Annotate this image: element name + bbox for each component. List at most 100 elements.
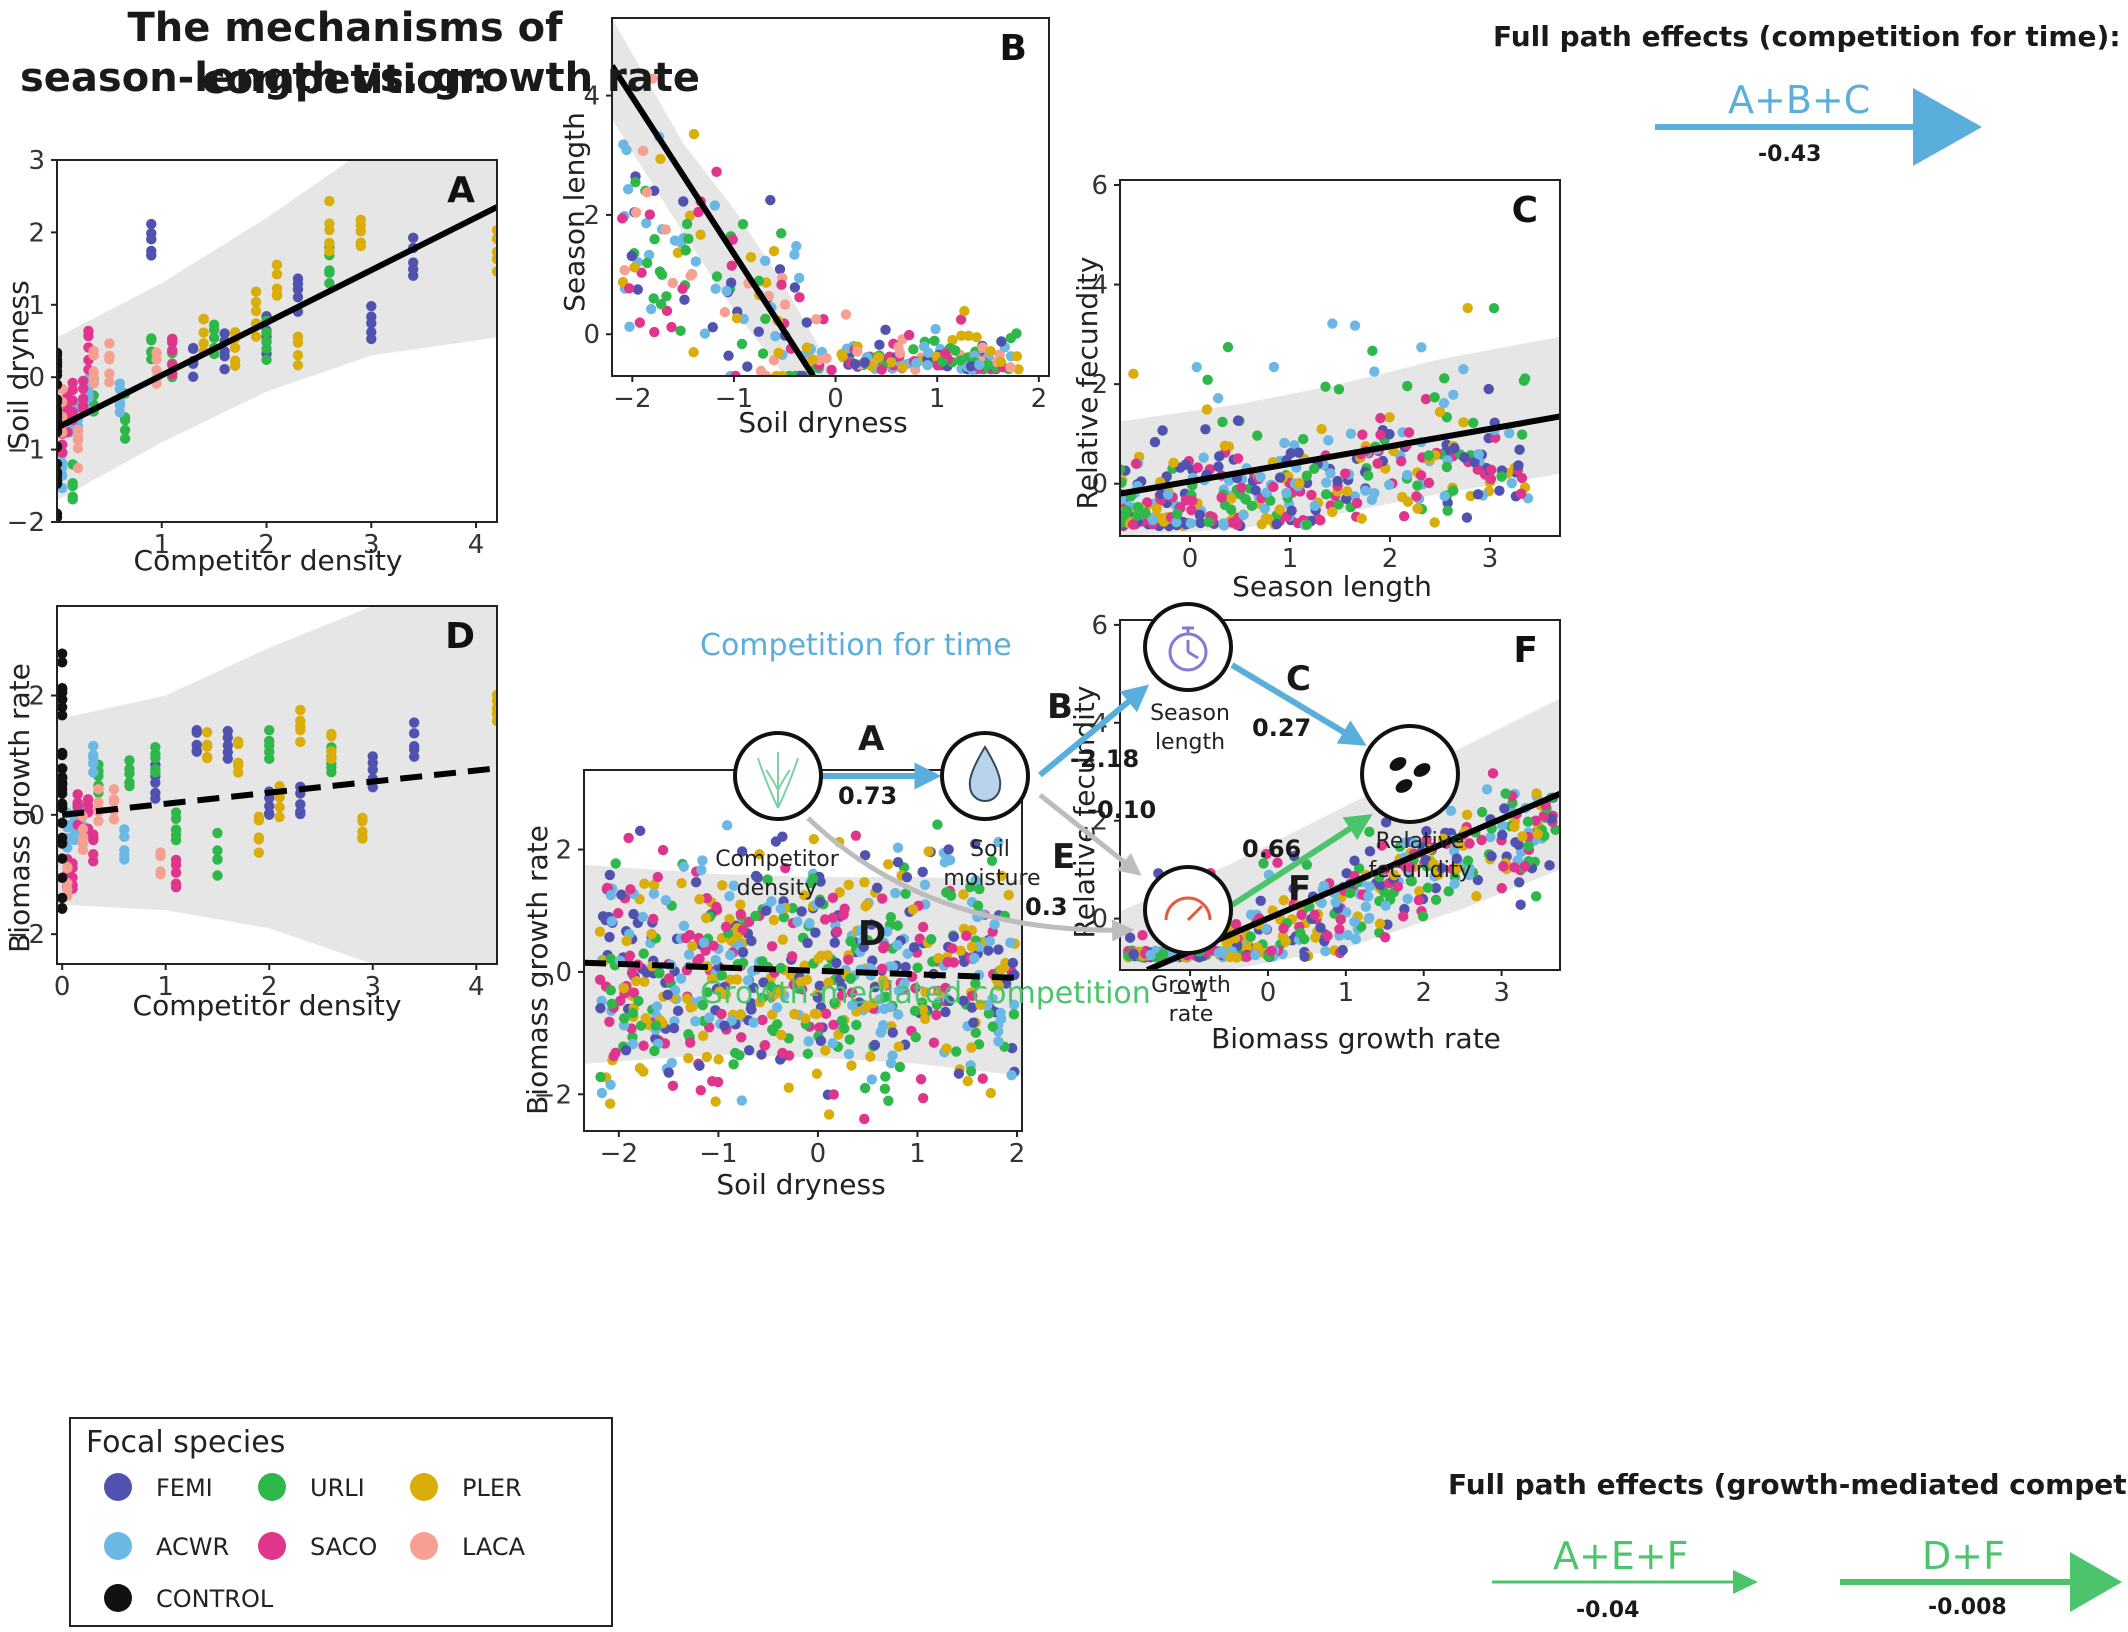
data-point	[1232, 415, 1244, 426]
data-point	[1147, 514, 1159, 526]
data-point	[675, 325, 686, 337]
data-point	[150, 741, 161, 753]
y-axis-label: Biomass growth rate	[3, 663, 36, 953]
data-point	[876, 364, 887, 375]
data-point	[701, 1051, 713, 1063]
data-point	[887, 1027, 898, 1038]
data-point	[1462, 302, 1473, 314]
data-point	[814, 980, 825, 992]
data-point	[295, 736, 306, 748]
time-full-path-value: -0.43	[1758, 142, 1822, 167]
data-point	[645, 303, 657, 315]
x-tick-label: 2	[261, 972, 278, 1002]
data-point	[667, 1080, 679, 1091]
data-point	[1516, 429, 1528, 440]
data-point	[1438, 398, 1450, 409]
data-point	[827, 1038, 838, 1049]
data-point	[1517, 831, 1528, 842]
data-point	[626, 967, 638, 978]
data-point	[72, 789, 83, 800]
x-tick-label: 1	[157, 972, 174, 1002]
data-point	[1186, 504, 1197, 516]
y-tick-label: 4	[1091, 271, 1108, 301]
data-point	[757, 1014, 768, 1026]
time-path-arrowhead	[1913, 88, 1982, 166]
data-point	[1168, 457, 1179, 468]
data-point	[1445, 805, 1457, 817]
data-point	[690, 876, 702, 888]
growth-path-arrowhead-2	[2070, 1552, 2122, 1612]
data-point	[1255, 895, 1266, 906]
data-point	[1423, 450, 1434, 461]
data-point	[250, 286, 262, 297]
data-point	[851, 1019, 862, 1031]
data-point	[910, 1032, 921, 1043]
data-point	[945, 890, 957, 901]
data-point	[1500, 788, 1511, 799]
data-point	[638, 1040, 649, 1051]
data-point	[866, 1074, 878, 1085]
data-point	[67, 491, 78, 502]
data-point	[649, 233, 660, 245]
data-point	[859, 1113, 870, 1125]
data-point	[756, 1049, 767, 1060]
data-point	[810, 927, 821, 938]
data-point	[713, 1054, 724, 1065]
data-point	[1003, 889, 1014, 901]
time-full-path-label: A+B+C	[1728, 78, 1871, 122]
data-point	[641, 187, 653, 198]
data-point	[644, 209, 656, 220]
x-tick-label: 2	[258, 530, 275, 560]
data-point	[883, 1095, 894, 1106]
data-point	[959, 305, 970, 317]
data-point	[1325, 467, 1336, 479]
data-point	[366, 300, 377, 312]
data-point	[726, 260, 737, 271]
data-point	[836, 981, 847, 993]
data-point	[108, 784, 120, 795]
data-point	[1171, 508, 1183, 520]
data-point	[823, 1109, 835, 1120]
data-point	[940, 1006, 951, 1018]
data-point	[491, 266, 497, 277]
data-point	[253, 847, 265, 858]
y-tick-label: 0	[555, 958, 572, 988]
data-point	[668, 1023, 680, 1034]
data-point	[930, 323, 941, 335]
data-point	[652, 871, 663, 883]
data-point	[869, 1039, 881, 1051]
data-point	[624, 321, 635, 332]
y-tick-label: 2	[28, 218, 45, 248]
data-point	[57, 512, 63, 522]
data-point	[191, 727, 202, 738]
data-point	[1458, 417, 1469, 428]
data-point	[768, 245, 780, 257]
path-diagram: Competition for time Growth-mediated com…	[700, 602, 1472, 1027]
data-point	[737, 947, 749, 958]
node-label-season-2: length	[1155, 730, 1225, 755]
data-point	[993, 836, 1004, 848]
data-point	[818, 313, 829, 325]
data-point	[693, 206, 704, 218]
data-point	[879, 940, 890, 952]
x-tick-label: 0	[810, 1139, 827, 1169]
node-label-growth-2: rate	[1169, 1002, 1214, 1027]
data-point	[844, 1034, 855, 1045]
y-tick-label: 0	[28, 801, 45, 831]
data-point	[880, 1071, 891, 1082]
data-point	[1120, 464, 1126, 475]
data-point	[1279, 437, 1290, 449]
data-point	[707, 321, 718, 333]
data-point	[355, 214, 367, 225]
x-tick-label: −1	[699, 1139, 737, 1169]
data-point	[760, 905, 772, 916]
data-point	[1332, 475, 1343, 487]
data-point	[88, 767, 99, 778]
data-point	[937, 356, 948, 367]
x-tick-label: 2	[1382, 544, 1399, 574]
x-tick-label: 3	[363, 530, 380, 560]
x-axis-label: Season length	[1232, 570, 1432, 603]
data-point	[661, 291, 672, 302]
data-point	[637, 911, 649, 923]
data-point	[1458, 364, 1469, 375]
